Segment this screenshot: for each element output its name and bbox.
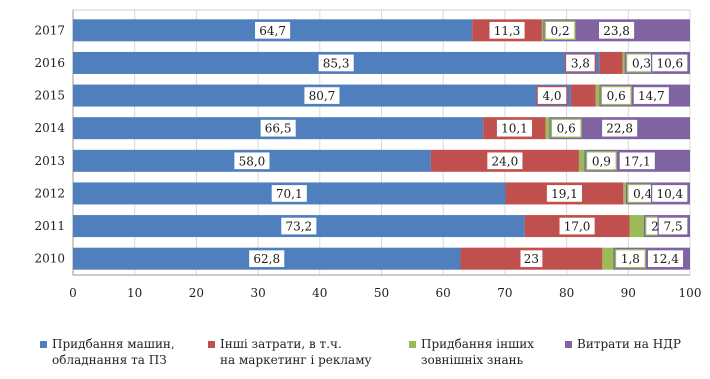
data-label-rnd-2012: 10,4 — [656, 187, 683, 201]
data-label-box-other-costs-2013 — [486, 151, 524, 171]
data-label-box-machines-2016 — [317, 53, 356, 73]
x-tick-label-30: 30 — [250, 286, 265, 300]
data-label-box-machines-2013 — [233, 151, 271, 171]
data-label-rnd-2014: 22,8 — [606, 122, 633, 136]
data-label-box-external-knowledge-2017 — [544, 20, 576, 40]
data-label-other-costs-2013: 24,0 — [492, 154, 519, 168]
data-label-external-knowledge-2016: 0,3 — [632, 56, 651, 70]
data-label-rnd-2013: 17,1 — [624, 154, 651, 168]
data-label-other-costs-2014: 10,1 — [501, 122, 528, 136]
data-label-box-external-knowledge-2013 — [585, 151, 617, 171]
data-label-box-rnd-2015 — [632, 85, 671, 106]
data-label-box-external-knowledge-2014 — [550, 118, 582, 138]
data-label-rnd-2010: 12,4 — [652, 252, 679, 266]
y-tick-label-2013: 2013 — [34, 154, 65, 168]
x-tick-label-80: 80 — [559, 286, 574, 300]
y-tick-label-2011: 2011 — [34, 219, 65, 233]
data-label-machines-2011: 73,2 — [285, 220, 312, 234]
data-label-box-rnd-2017 — [597, 20, 636, 40]
data-label-box-rnd-2016 — [650, 53, 689, 73]
x-tick-label-60: 60 — [436, 286, 451, 300]
data-label-external-knowledge-2012: 0,4 — [633, 187, 652, 201]
data-label-box-other-costs-2012 — [545, 183, 584, 204]
data-label-box-rnd-2010 — [646, 249, 685, 269]
data-label-box-other-costs-2017 — [488, 20, 526, 40]
data-label-rnd-2015: 14,7 — [638, 89, 665, 103]
x-tick-label-10: 10 — [127, 286, 142, 300]
x-tick-label-40: 40 — [312, 286, 327, 300]
data-label-box-other-costs-2011 — [558, 216, 596, 236]
bar-external-knowledge-2013 — [578, 149, 585, 172]
data-label-box-rnd-2013 — [618, 151, 657, 171]
data-label-box-rnd-2011 — [657, 216, 689, 236]
y-tick-label-2010: 2010 — [34, 252, 65, 266]
data-label-box-other-costs-2010 — [519, 249, 544, 269]
data-label-box-other-costs-2015 — [536, 85, 568, 106]
y-tick-label-2014: 2014 — [34, 121, 65, 135]
data-label-box-rnd-2012 — [650, 183, 689, 204]
y-tick-label-2016: 2016 — [34, 56, 65, 70]
data-label-external-knowledge-2010: 1,8 — [621, 252, 640, 266]
data-label-rnd-2017: 23,8 — [603, 24, 630, 38]
data-label-other-costs-2015: 4,0 — [542, 89, 561, 103]
bar-external-knowledge-2014 — [545, 117, 550, 140]
data-label-other-costs-2010: 23 — [524, 252, 539, 266]
y-tick-label-2015: 2015 — [34, 89, 65, 103]
x-tick-label-70: 70 — [497, 286, 512, 300]
bar-external-knowledge-2015 — [595, 84, 600, 107]
data-label-box-external-knowledge-2010 — [614, 249, 646, 269]
y-tick-label-2012: 2012 — [34, 186, 65, 200]
data-label-external-knowledge-2017: 0,2 — [551, 24, 570, 38]
data-label-external-knowledge-2013: 0,9 — [592, 154, 611, 168]
x-tick-label-50: 50 — [374, 286, 389, 300]
data-label-other-costs-2012: 19,1 — [551, 187, 578, 201]
data-label-machines-2016: 85,3 — [323, 56, 350, 70]
data-label-machines-2014: 66,5 — [265, 122, 292, 136]
data-label-machines-2017: 64,7 — [259, 24, 286, 38]
data-label-other-costs-2011: 17,0 — [564, 220, 591, 234]
data-label-external-knowledge-2015: 0,6 — [607, 89, 626, 103]
data-label-box-machines-2010 — [247, 249, 286, 269]
data-label-other-costs-2017: 11,3 — [494, 24, 521, 38]
data-label-rnd-2011: 7,5 — [664, 220, 683, 234]
data-label-box-machines-2014 — [259, 118, 298, 138]
bar-other-costs-2015 — [570, 84, 596, 107]
data-label-box-machines-2011 — [279, 216, 318, 236]
data-label-machines-2013: 58,0 — [239, 154, 266, 168]
data-label-box-machines-2017 — [253, 20, 292, 40]
y-tick-label-2017: 2017 — [34, 23, 65, 37]
x-tick-label-100: 100 — [679, 286, 702, 300]
data-label-rnd-2016: 10,6 — [656, 56, 683, 70]
bar-external-knowledge-2016 — [622, 51, 625, 74]
data-label-box-other-costs-2014 — [495, 118, 534, 138]
bar-external-knowledge-2010 — [602, 247, 614, 270]
data-label-box-external-knowledge-2015 — [600, 85, 632, 106]
bar-external-knowledge-2012 — [623, 182, 626, 205]
bar-external-knowledge-2011 — [629, 215, 644, 238]
data-label-machines-2010: 62,8 — [253, 252, 280, 266]
data-label-machines-2015: 80,7 — [309, 89, 336, 103]
bar-external-knowledge-2017 — [541, 19, 544, 42]
x-tick-label-90: 90 — [621, 286, 636, 300]
data-label-external-knowledge-2014: 0,6 — [557, 122, 576, 136]
data-label-box-rnd-2014 — [600, 118, 639, 138]
data-label-box-machines-2012 — [270, 183, 309, 204]
data-label-box-machines-2015 — [303, 85, 341, 106]
x-tick-label-20: 20 — [189, 286, 204, 300]
data-label-machines-2012: 70,1 — [276, 187, 303, 201]
bar-other-costs-2016 — [599, 51, 623, 74]
data-label-box-other-costs-2016 — [564, 53, 596, 73]
x-tick-label-0: 0 — [69, 286, 77, 300]
data-label-other-costs-2016: 3,8 — [571, 56, 590, 70]
